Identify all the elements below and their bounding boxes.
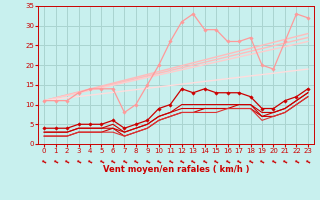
Text: ⬅: ⬅	[247, 158, 254, 165]
Text: ⬅: ⬅	[144, 158, 151, 165]
Text: ⬅: ⬅	[270, 158, 277, 165]
Text: ⬅: ⬅	[190, 158, 197, 165]
Text: ⬅: ⬅	[201, 158, 208, 165]
Text: ⬅: ⬅	[155, 158, 162, 165]
Text: ⬅: ⬅	[224, 158, 231, 165]
Text: ⬅: ⬅	[304, 158, 311, 165]
Text: ⬅: ⬅	[41, 158, 48, 165]
Text: ⬅: ⬅	[98, 158, 105, 165]
Text: ⬅: ⬅	[64, 158, 71, 165]
Text: ⬅: ⬅	[178, 158, 185, 165]
Text: ⬅: ⬅	[293, 158, 300, 165]
Text: ⬅: ⬅	[109, 158, 116, 165]
Text: ⬅: ⬅	[52, 158, 59, 165]
Text: ⬅: ⬅	[121, 158, 128, 165]
Text: ⬅: ⬅	[259, 158, 266, 165]
Text: ⬅: ⬅	[281, 158, 288, 165]
Text: ⬅: ⬅	[86, 158, 93, 165]
X-axis label: Vent moyen/en rafales ( km/h ): Vent moyen/en rafales ( km/h )	[103, 165, 249, 174]
Text: ⬅: ⬅	[167, 158, 174, 165]
Text: ⬅: ⬅	[132, 158, 140, 165]
Text: ⬅: ⬅	[236, 158, 243, 165]
Text: ⬅: ⬅	[212, 158, 220, 165]
Text: ⬅: ⬅	[75, 158, 82, 165]
